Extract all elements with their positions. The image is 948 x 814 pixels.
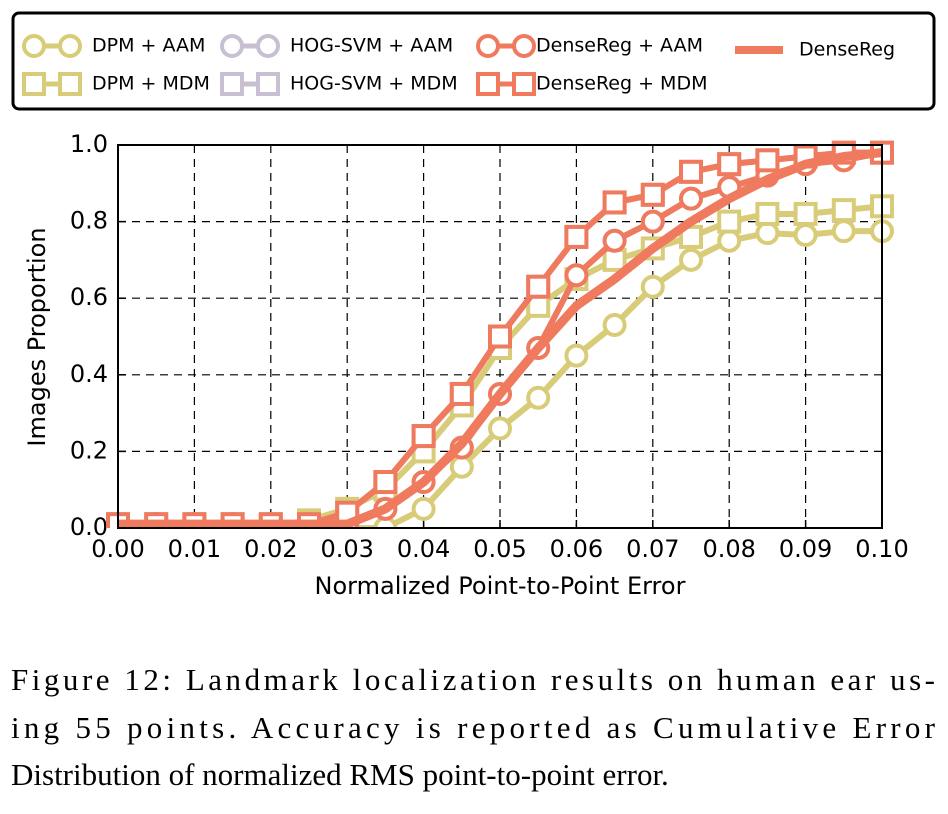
x-tick-label: 0.09 [779, 535, 832, 563]
x-tick-label: 0.03 [320, 535, 373, 563]
legend-item: DenseReg + AAM [476, 34, 703, 58]
marker [793, 223, 818, 248]
marker [526, 274, 551, 299]
marker [22, 72, 46, 96]
marker [512, 72, 536, 96]
legend-item: DPM + MDM [22, 72, 210, 96]
marker [717, 209, 742, 234]
y-tick-label: 1.0 [70, 130, 108, 158]
y-tick-label: 0.2 [70, 436, 108, 464]
legend-item: HOG-SVM + MDM [220, 72, 458, 96]
y-tick-label: 0.8 [70, 207, 108, 235]
x-axis-label: Normalized Point-to-Point Error [315, 572, 686, 600]
caption-line: Distribution of normalized RMS point-to-… [11, 757, 669, 792]
y-tick-label: 0.0 [70, 513, 108, 541]
marker [373, 470, 398, 495]
marker [679, 186, 703, 211]
caption-line: ing 55 points. Accuracy is reported as C… [11, 710, 936, 745]
marker [476, 72, 500, 96]
marker [755, 201, 780, 226]
marker [22, 34, 46, 58]
marker [640, 182, 665, 207]
legend-label: DPM + AAM [92, 35, 205, 57]
x-tick-label: 0.08 [702, 535, 755, 563]
marker [411, 496, 436, 521]
x-tick-label: 0.10 [855, 535, 908, 563]
marker [488, 416, 512, 441]
legend-item: DPM + AAM [22, 34, 205, 58]
marker [755, 148, 780, 173]
x-tick-label: 0.00 [91, 535, 144, 563]
caption-line: Figure 12: Landmark localization results… [11, 662, 935, 697]
marker [564, 224, 589, 249]
marker [449, 454, 474, 479]
x-tick-label: 0.01 [168, 535, 221, 563]
x-tick-label: 0.04 [397, 535, 450, 563]
marker [411, 424, 436, 449]
x-tick-label: 0.07 [626, 535, 679, 563]
marker [602, 313, 627, 338]
x-tick-label: 0.02 [244, 535, 297, 563]
plot [106, 140, 894, 528]
marker [58, 72, 82, 96]
marker [717, 228, 742, 253]
marker [564, 263, 589, 288]
marker [602, 190, 627, 215]
marker [449, 381, 474, 406]
legend-item: DenseReg [735, 39, 895, 61]
marker [58, 34, 82, 58]
legend-label: HOG-SVM + MDM [290, 73, 458, 95]
marker [512, 34, 536, 58]
marker [831, 198, 856, 223]
legend-label: DenseReg + MDM [536, 73, 707, 95]
y-tick-label: 0.6 [70, 283, 108, 311]
marker [755, 221, 780, 246]
marker [564, 343, 589, 368]
marker [640, 274, 665, 299]
marker [256, 72, 280, 96]
legend-label: HOG-SVM + AAM [290, 35, 453, 57]
marker [220, 72, 244, 96]
series-line [118, 203, 883, 528]
series-line [118, 148, 883, 528]
legend-item: DenseReg + MDM [476, 72, 707, 96]
marker [717, 152, 742, 177]
x-tick-label: 0.06 [550, 535, 603, 563]
legend-box [11, 11, 936, 111]
marker [526, 385, 551, 410]
marker [679, 247, 703, 272]
y-axis-label: Images Proportion [23, 227, 51, 446]
legend-item: HOG-SVM + AAM [220, 34, 453, 58]
marker [831, 219, 856, 244]
marker [256, 34, 280, 58]
marker [220, 34, 244, 58]
marker [602, 228, 627, 253]
legend-label: DenseReg + AAM [536, 35, 703, 57]
legend-label: DPM + MDM [92, 73, 210, 95]
plot-frame [117, 144, 883, 529]
marker [488, 324, 512, 349]
y-tick-label: 0.4 [70, 360, 108, 388]
legend-label: DenseReg [799, 39, 895, 61]
marker [640, 209, 665, 234]
marker [679, 159, 703, 184]
marker [476, 34, 500, 58]
marker [602, 247, 627, 272]
marker [793, 201, 818, 226]
x-tick-label: 0.05 [473, 535, 526, 563]
